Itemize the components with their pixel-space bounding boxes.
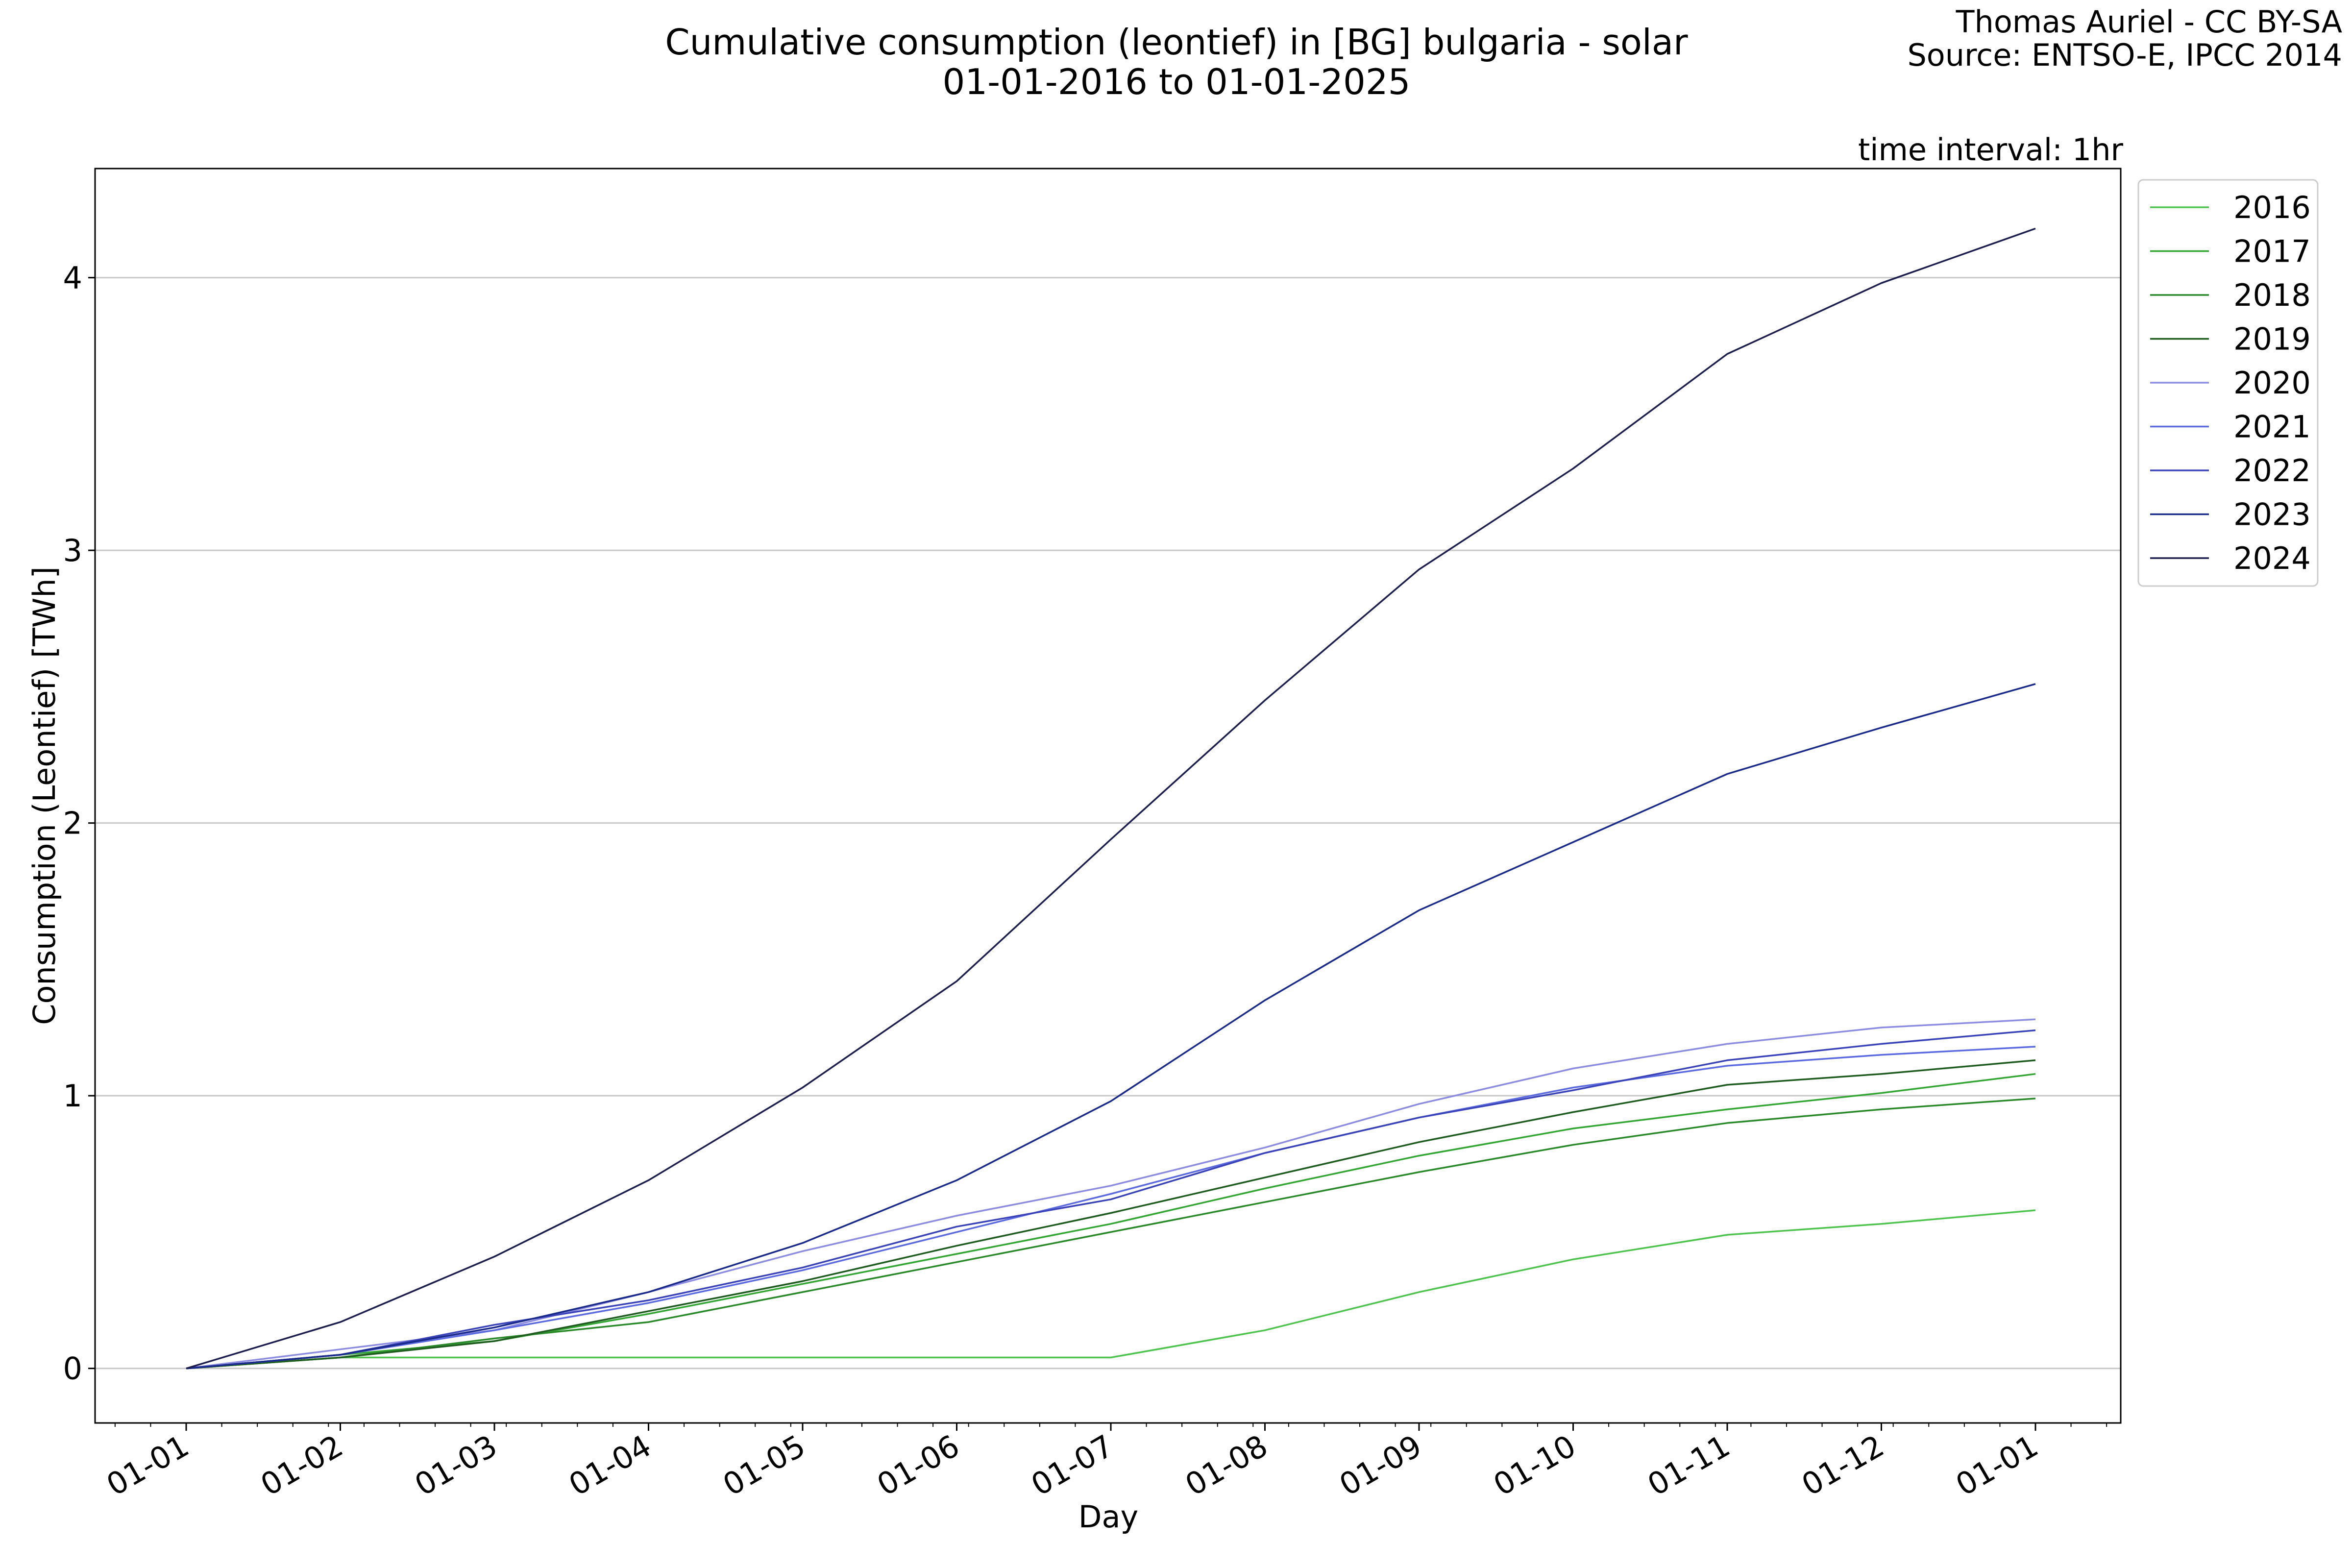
series-line-2016 bbox=[186, 1209, 2036, 1370]
y-tick-label: 2 bbox=[63, 806, 82, 841]
x-tick-label: 01-09 bbox=[1333, 1428, 1428, 1503]
chart-title: Cumulative consumption (leontief) in [BG… bbox=[665, 22, 1688, 63]
x-tick-label: 01-01 bbox=[1950, 1428, 2044, 1503]
legend-label: 2018 bbox=[2233, 277, 2311, 313]
x-tick-label: 01-02 bbox=[254, 1428, 349, 1503]
x-tick-label: 01-03 bbox=[409, 1428, 503, 1503]
x-tick-label: 01-07 bbox=[1025, 1428, 1120, 1503]
x-tick-label: 01-10 bbox=[1487, 1428, 1582, 1503]
legend-label: 2020 bbox=[2233, 365, 2311, 401]
grid-lines bbox=[95, 277, 2121, 1370]
y-axis: 0 1 2 3 4 bbox=[63, 260, 95, 1387]
y-axis-label: Consumption (Leontief) [TWh] bbox=[26, 566, 62, 1025]
x-tick-label: 01-05 bbox=[717, 1428, 811, 1503]
series-line-2023 bbox=[186, 683, 2036, 1370]
series-line-2022 bbox=[186, 1029, 2036, 1370]
series-line-2018 bbox=[186, 1097, 2036, 1370]
credit-source: Source: ENTSO-E, IPCC 2014 bbox=[1907, 37, 2342, 73]
y-tick-label: 1 bbox=[63, 1078, 82, 1114]
legend-label: 2021 bbox=[2233, 409, 2311, 445]
legend-label: 2022 bbox=[2233, 453, 2311, 489]
legend-label: 2023 bbox=[2233, 497, 2311, 533]
legend-label: 2017 bbox=[2233, 234, 2311, 270]
chart-subtitle: 01-01-2016 to 01-01-2025 bbox=[943, 61, 1411, 102]
x-tick-label: 01-12 bbox=[1795, 1428, 1890, 1503]
x-tick-label: 01-06 bbox=[871, 1428, 965, 1503]
series-line-2024 bbox=[186, 227, 2036, 1370]
legend: 2016 2017 2018 2019 2020 2021 2022 2023 2024 bbox=[2137, 179, 2319, 587]
time-interval-annotation: time interval: 1hr bbox=[1858, 132, 2123, 168]
x-tick-label: 01-04 bbox=[563, 1428, 657, 1503]
legend-label: 2019 bbox=[2233, 321, 2311, 357]
x-axis-label: Day bbox=[1078, 1499, 1138, 1535]
series-line-2021 bbox=[186, 1046, 2036, 1370]
x-tick-label: 01-11 bbox=[1642, 1428, 1736, 1503]
plot-area-frame bbox=[94, 168, 2122, 1424]
y-tick-label: 3 bbox=[63, 533, 82, 568]
y-tick-label: 4 bbox=[63, 260, 82, 296]
x-tick-label: 01-01 bbox=[100, 1428, 195, 1503]
x-axis: 01-01 01-02 01-03 01-04 01-05 01-06 01-07 01-08… bbox=[100, 1423, 2107, 1503]
x-tick-label: 01-08 bbox=[1179, 1428, 1274, 1503]
legend-frame bbox=[2137, 179, 2319, 587]
legend-label: 2024 bbox=[2233, 540, 2311, 576]
series-line-2019 bbox=[186, 1059, 2036, 1370]
y-tick-label: 0 bbox=[63, 1351, 82, 1387]
credit-author: Thomas Auriel - CC BY-SA bbox=[1956, 4, 2342, 40]
series-lines bbox=[186, 227, 2036, 1370]
legend-label: 2016 bbox=[2233, 190, 2311, 225]
series-line-2017 bbox=[186, 1073, 2036, 1370]
